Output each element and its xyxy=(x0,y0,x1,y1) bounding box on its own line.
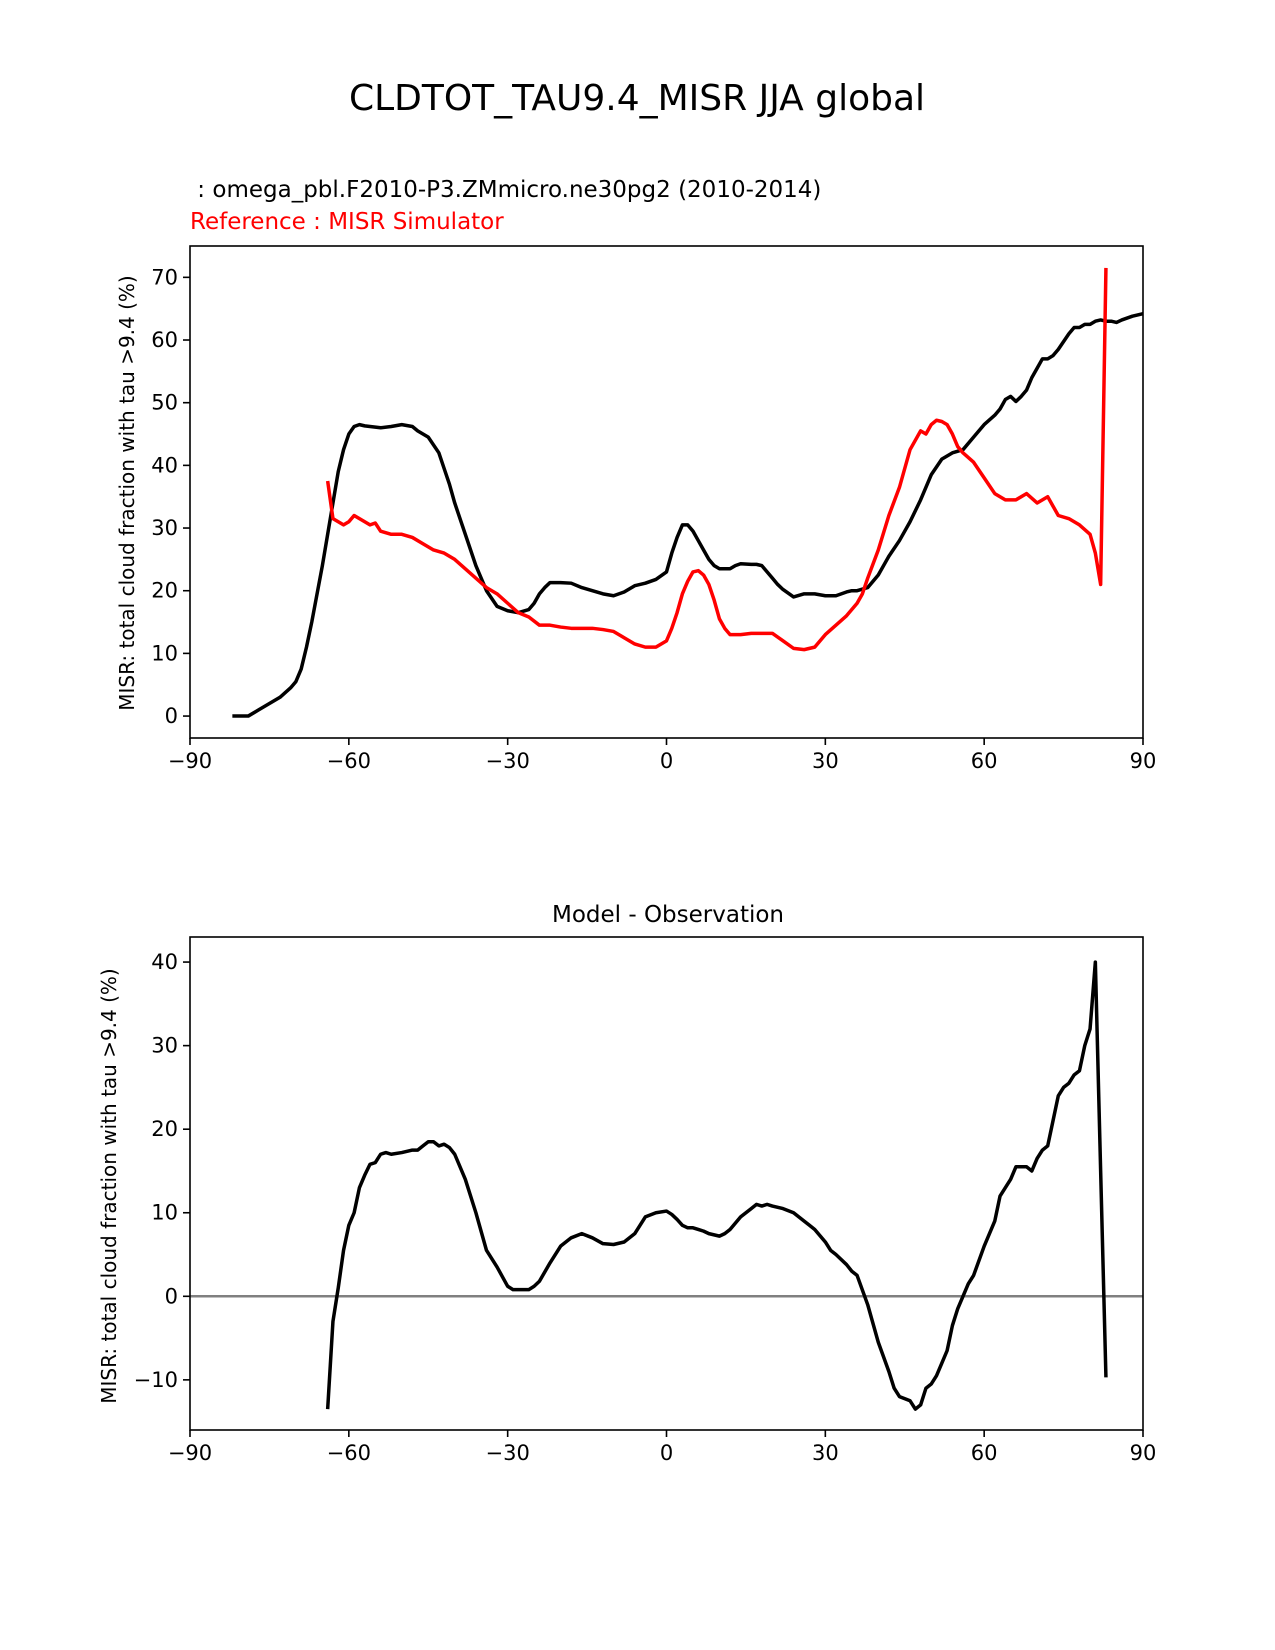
bottom-y-axis-label: MISR: total cloud fraction with tau >9.4… xyxy=(97,968,121,1403)
bottom-y-tick-label: 10 xyxy=(151,1201,178,1225)
top-y-tick-label: 10 xyxy=(151,641,178,665)
top-y-tick-label: 50 xyxy=(151,391,178,415)
bottom-x-tick-label: −90 xyxy=(168,1441,212,1465)
bottom-y-tick-label: 40 xyxy=(151,950,178,974)
bottom-y-tick-label: 30 xyxy=(151,1034,178,1058)
top-y-tick-label: 0 xyxy=(165,704,178,728)
bottom-panel-title: Model - Observation xyxy=(552,902,784,928)
bottom-y-tick-label: 0 xyxy=(165,1284,178,1308)
top-y-tick-label: 60 xyxy=(151,328,178,352)
top-x-tick-label: −60 xyxy=(327,749,371,773)
top-x-tick-label: 30 xyxy=(812,749,839,773)
bottom-series-difference-line xyxy=(325,960,1108,1411)
top-y-tick-label: 40 xyxy=(151,453,178,477)
top-plot-area: −90 −60 −30 0 30 60 90 0 10 20 30 40 50 60 70 xyxy=(151,245,1157,773)
top-series-test-line xyxy=(232,311,1144,718)
top-y-tick-label: 20 xyxy=(151,579,178,603)
bottom-y-tick-label: 20 xyxy=(151,1117,178,1141)
reference-label: Reference : MISR Simulator xyxy=(190,209,504,235)
bottom-x-tick-label: 90 xyxy=(1130,1441,1157,1465)
top-x-tick-label: −90 xyxy=(168,749,212,773)
bottom-x-tick-label: 30 xyxy=(812,1441,839,1465)
bottom-x-tick-label: −60 xyxy=(327,1441,371,1465)
top-y-tick-label: 70 xyxy=(151,265,178,289)
top-x-tick-label: 60 xyxy=(971,749,998,773)
test-label: : omega_pbl.F2010-P3.ZMmicro.ne30pg2 (20… xyxy=(190,177,821,203)
bottom-y-tick-label: −10 xyxy=(134,1368,178,1392)
bottom-x-tick-label: −30 xyxy=(486,1441,530,1465)
top-y-tick-label: 30 xyxy=(151,516,178,540)
top-x-tick-label: −30 xyxy=(486,749,530,773)
top-x-tick-label: 90 xyxy=(1130,749,1157,773)
bottom-x-tick-label: 60 xyxy=(971,1441,998,1465)
figure-title: CLDTOT_TAU9.4_MISR JJA global xyxy=(349,78,925,119)
top-series-reference-line xyxy=(325,267,1108,652)
top-x-tick-label: 0 xyxy=(660,749,673,773)
bottom-plot-area: −90 −60 −30 0 30 60 90 −10 0 10 20 30 40 xyxy=(134,936,1157,1465)
top-panel: : omega_pbl.F2010-P3.ZMmicro.ne30pg2 (20… xyxy=(115,177,1156,773)
bottom-x-tick-label: 0 xyxy=(660,1441,673,1465)
top-y-axis-label: MISR: total cloud fraction with tau >9.4… xyxy=(115,275,139,710)
bottom-panel: Model - Observation MISR: total cloud fr… xyxy=(97,902,1156,1465)
